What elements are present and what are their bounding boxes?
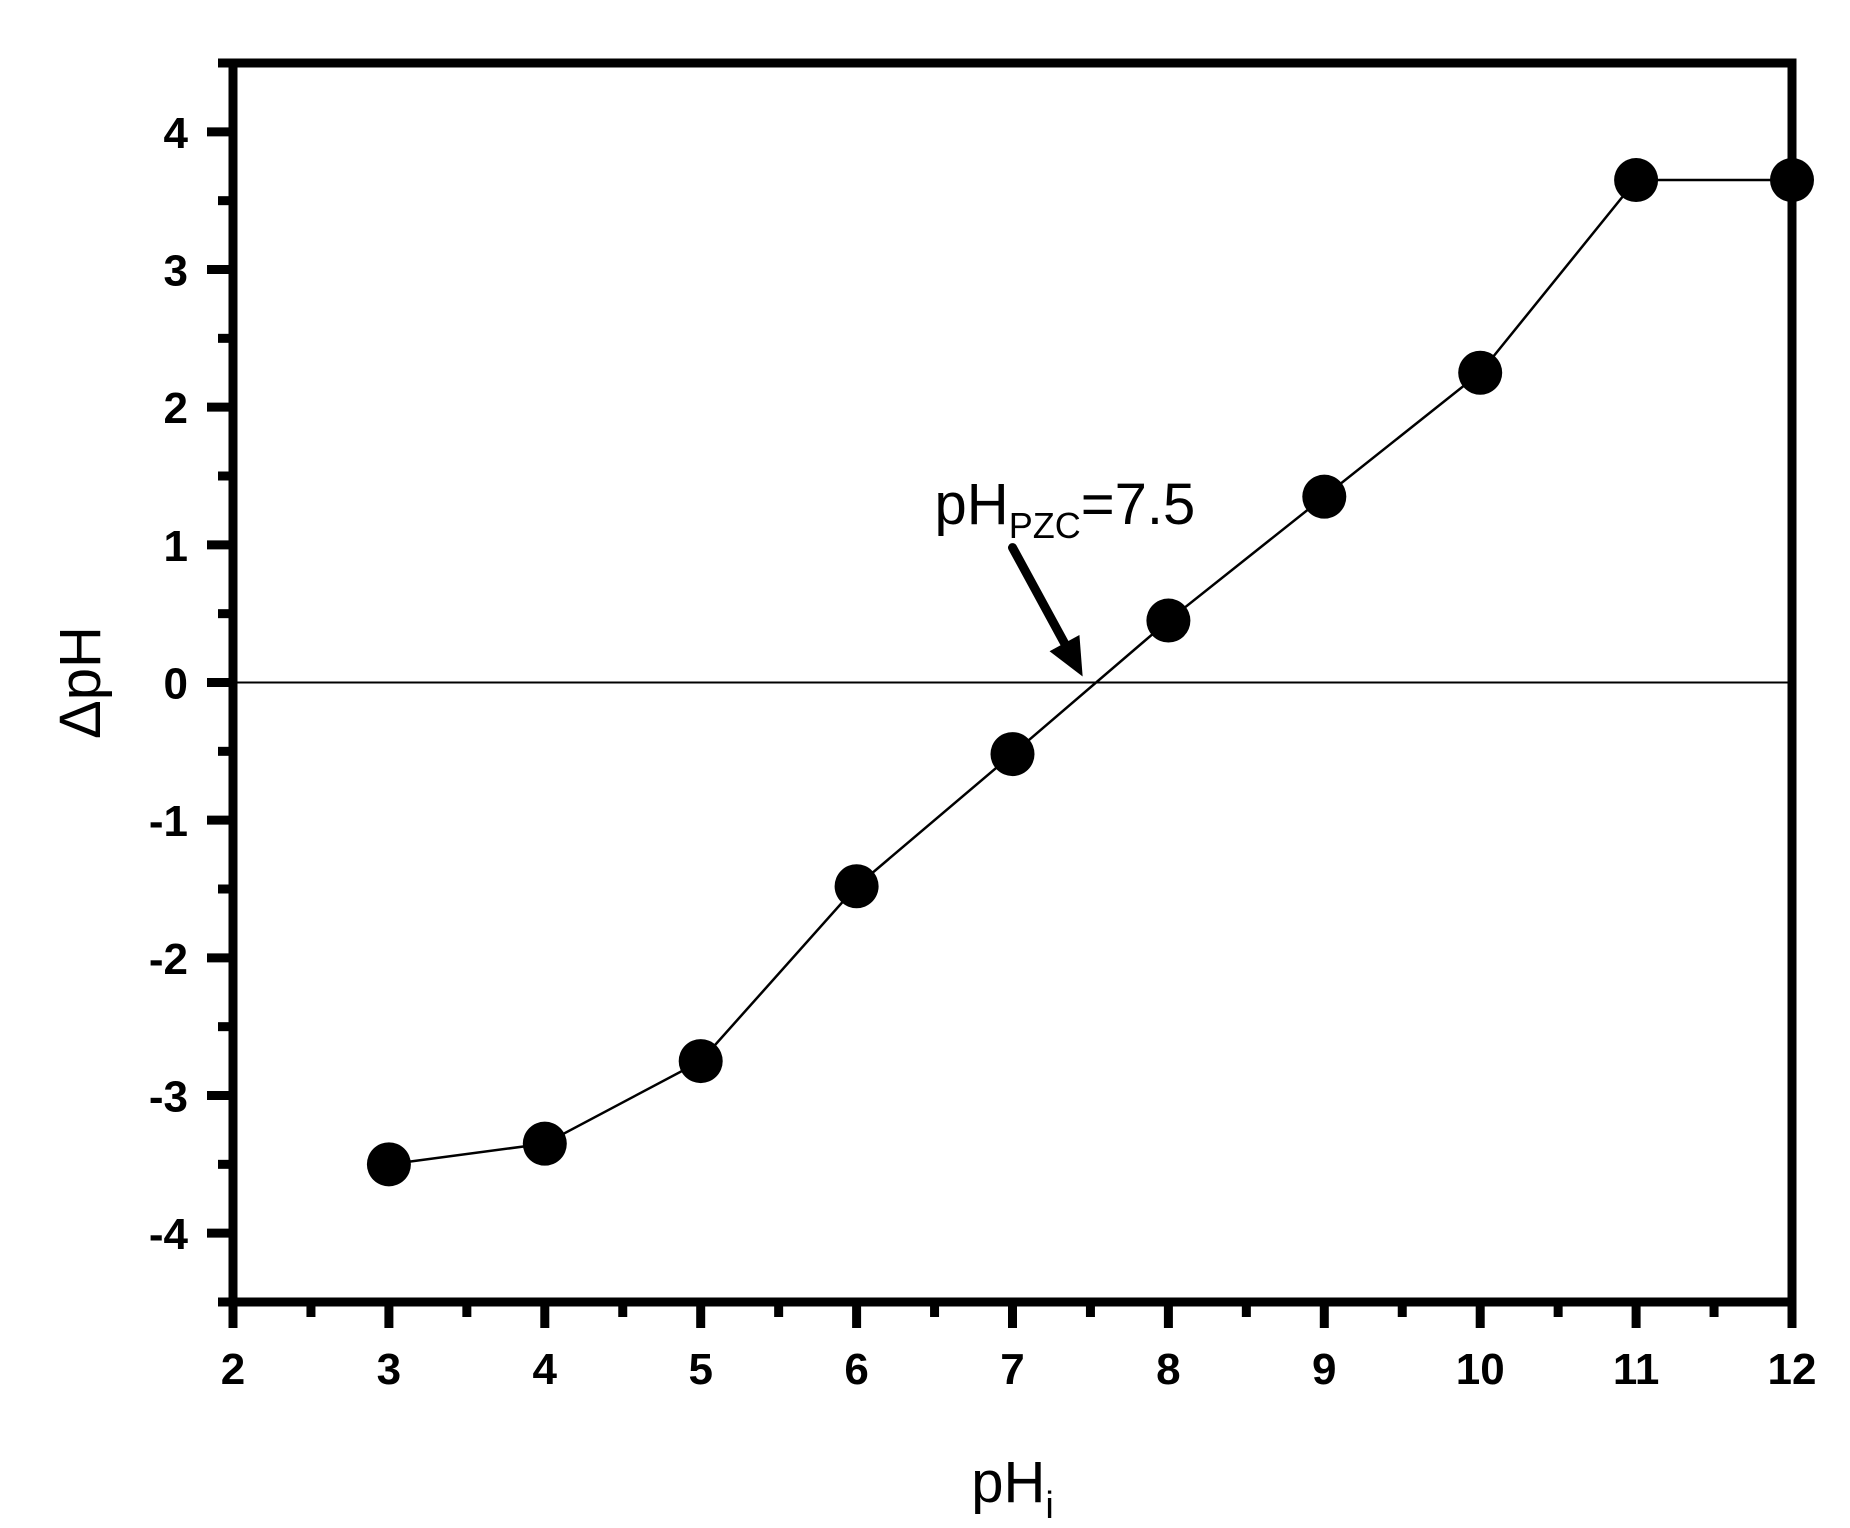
- pzc-annotation-main: pH: [935, 472, 1009, 537]
- y-tick-label--4: -4: [149, 1210, 189, 1259]
- pzc-annotation: pHPZC=7.5: [935, 472, 1196, 677]
- x-tick-label-7: 7: [1000, 1345, 1024, 1394]
- data-point-4: [522, 1121, 567, 1166]
- plot-frame: [228, 58, 1797, 1307]
- x-tick-label-4: 4: [533, 1345, 558, 1394]
- x-tick-label-12: 12: [1768, 1345, 1817, 1394]
- pzc-arrow-head: [1049, 634, 1083, 677]
- y-tick-label--3: -3: [149, 1073, 188, 1122]
- x-tick-label-8: 8: [1156, 1345, 1180, 1394]
- data-point-6: [834, 864, 879, 909]
- x-tick-label-10: 10: [1456, 1345, 1505, 1394]
- x-tick-label-6: 6: [844, 1345, 868, 1394]
- y-axis-title: ΔpH: [48, 626, 113, 739]
- y-tick-label-2: 2: [164, 384, 188, 433]
- y-tick-label-3: 3: [164, 247, 188, 296]
- data-point-10: [1458, 350, 1503, 395]
- pzc-annotation-sub: PZC: [1009, 505, 1081, 546]
- y-tick-label--1: -1: [149, 797, 188, 846]
- ticks-layer: [207, 58, 1797, 1328]
- data-point-3: [366, 1142, 411, 1187]
- x-axis-title-sub: i: [1045, 1485, 1053, 1527]
- x-tick-label-11: 11: [1613, 1345, 1660, 1394]
- data-point-7: [990, 732, 1035, 777]
- data-point-8: [1146, 598, 1191, 643]
- y-tick-label--2: -2: [149, 935, 188, 984]
- x-axis-title: pHi: [971, 1450, 1054, 1527]
- plot-layer: [233, 158, 1814, 1187]
- series-line-0: [388, 178, 1792, 1166]
- x-tick-label-5: 5: [688, 1345, 712, 1394]
- pzc-arrow-shaft: [1008, 543, 1069, 648]
- x-axis-title-main: pH: [971, 1450, 1045, 1515]
- y-tick-label-1: 1: [164, 522, 188, 571]
- pzc-annotation-rest: =7.5: [1081, 472, 1196, 537]
- x-tick-label-2: 2: [221, 1345, 245, 1394]
- data-point-11: [1614, 158, 1659, 203]
- y-tick-label-0: 0: [164, 660, 188, 709]
- data-point-5: [678, 1039, 723, 1084]
- pzc-annotation-text: pHPZC=7.5: [935, 472, 1196, 546]
- x-tick-label-3: 3: [377, 1345, 401, 1394]
- y-tick-label-4: 4: [164, 109, 189, 158]
- data-point-9: [1302, 474, 1347, 519]
- x-tick-label-9: 9: [1312, 1345, 1336, 1394]
